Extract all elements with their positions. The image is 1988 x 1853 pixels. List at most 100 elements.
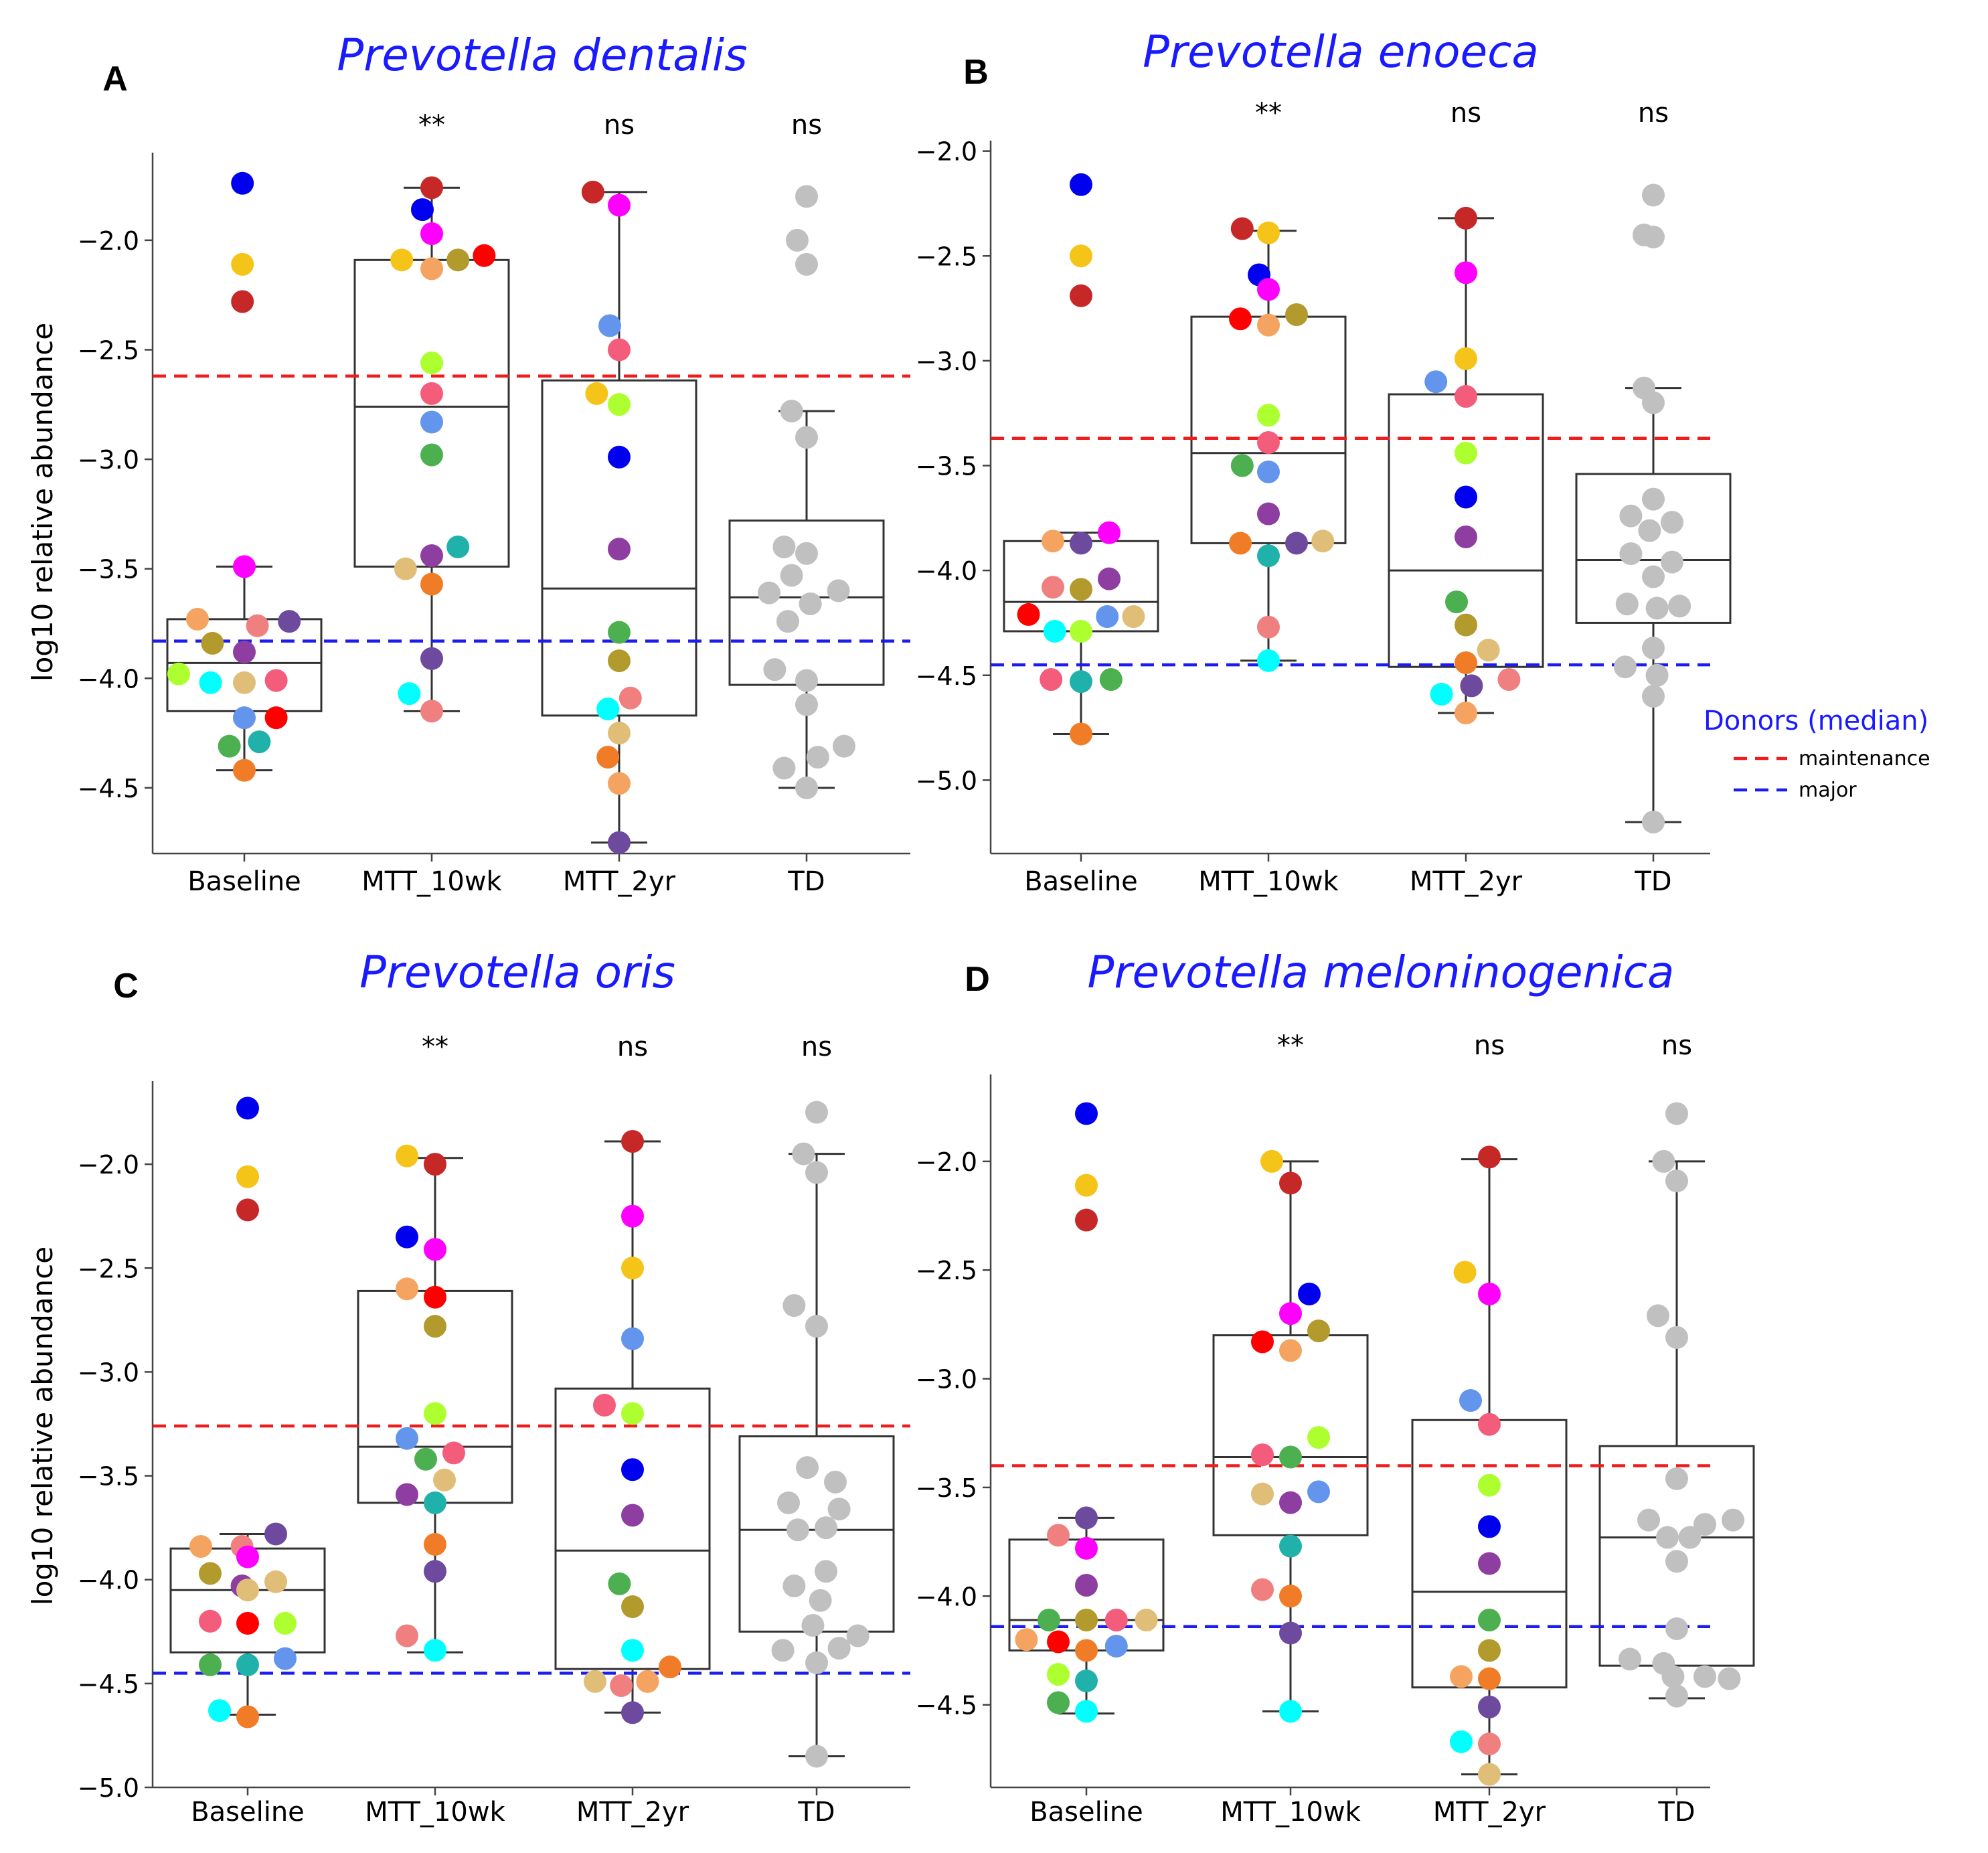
panel-letter: C [113,967,139,1005]
data-point [199,1609,222,1633]
significance-label: ** [1255,98,1282,129]
x-tick-label: MTT_2yr [1433,1797,1546,1828]
data-point [805,1745,828,1768]
data-point [1718,1667,1741,1690]
x-tick-label: TD [1634,866,1671,897]
data-point [786,228,809,252]
points-baseline [1015,1102,1158,1723]
data-point [1070,722,1092,746]
y-tick-label: −5.0 [78,1773,139,1803]
data-point [1279,1585,1302,1608]
data-point [1638,519,1661,542]
data-point [621,1458,644,1481]
y-tick-label: −3.0 [916,1365,977,1394]
y-tick-label: −5.0 [916,766,977,795]
data-point [1047,1691,1070,1714]
data-point [201,631,224,655]
data-point [584,1670,606,1693]
data-point [1017,602,1040,626]
data-point [1693,1665,1716,1688]
data-point [1279,1339,1302,1362]
data-point [424,1532,446,1556]
y-tick-label: −4.0 [78,1566,139,1595]
data-point [420,382,443,405]
data-point [396,1144,418,1167]
data-point [1460,674,1483,698]
data-point [1307,1426,1330,1449]
data-point [1257,649,1280,672]
points-td [1619,1102,1744,1708]
data-point [1645,596,1669,620]
x-tick-label: TD [1657,1797,1695,1828]
data-point [621,1402,644,1425]
data-point [1070,173,1092,196]
data-point [1307,1480,1330,1504]
data-point [236,1579,259,1602]
data-point [199,1562,222,1585]
x-tick-label: TD [787,866,825,897]
chart-title: Prevotella oris [359,947,675,998]
data-point [1642,811,1665,834]
data-point [824,1470,847,1494]
data-point [420,176,443,199]
y-tick-label: −3.0 [78,1358,139,1387]
points-baseline [167,171,301,782]
data-point [608,831,631,854]
x-tick-label: MTT_10wk [1198,866,1339,897]
x-tick-label: Baseline [187,866,301,897]
data-point [1230,454,1254,477]
data-point [236,1198,259,1222]
x-tick-label: MTT_2yr [563,866,676,897]
data-point [809,1589,832,1612]
data-point [1251,1330,1274,1354]
data-point [473,244,496,267]
data-point [264,1522,287,1546]
points-mtt-2yr [1450,1145,1501,1786]
y-tick-label: −2.0 [78,226,139,256]
data-point [795,252,818,276]
data-point [414,1447,437,1471]
data-point [1298,1282,1321,1305]
data-point [621,1327,644,1350]
y-tick-label: −3.0 [916,347,977,376]
y-tick-label: −2.0 [916,1147,977,1177]
data-point [782,1575,806,1598]
data-point [231,252,254,276]
data-point [1098,521,1121,544]
data-point [233,555,256,578]
x-tick-label: MTT_10wk [365,1797,505,1828]
data-point [608,393,631,416]
data-point [394,557,417,580]
data-point [596,698,620,721]
y-tick-label: −3.5 [916,1473,977,1503]
y-tick-label: −2.5 [78,335,139,365]
data-point [398,682,421,706]
data-point [1661,550,1683,574]
data-point [795,693,818,716]
y-tick-label: −2.0 [916,137,977,167]
data-point [786,1518,809,1542]
data-point [396,1277,418,1301]
data-point [420,222,443,246]
data-point [1075,1506,1098,1530]
data-point [608,338,631,361]
legend-label: maintenance [1799,747,1930,771]
data-point [1678,1526,1702,1549]
panel-d: D Prevotella meloninogenica −4.5 −4.0 −3.5 −3… [916,947,1755,1828]
data-point [801,1613,825,1637]
data-point [264,669,288,692]
data-point [233,758,256,782]
data-point [1455,702,1477,725]
significance-label: ns [801,1032,832,1062]
data-point [827,1498,851,1521]
points-mtt-2yr [1424,206,1521,725]
data-point [1047,1663,1070,1686]
data-point [827,579,850,602]
data-point [805,1651,828,1674]
x-tick-label: Baseline [1029,1797,1143,1828]
data-point [1478,1515,1501,1538]
data-point [1260,1149,1283,1173]
data-point [1070,670,1092,694]
data-point [1075,1608,1098,1631]
data-point [608,722,631,745]
